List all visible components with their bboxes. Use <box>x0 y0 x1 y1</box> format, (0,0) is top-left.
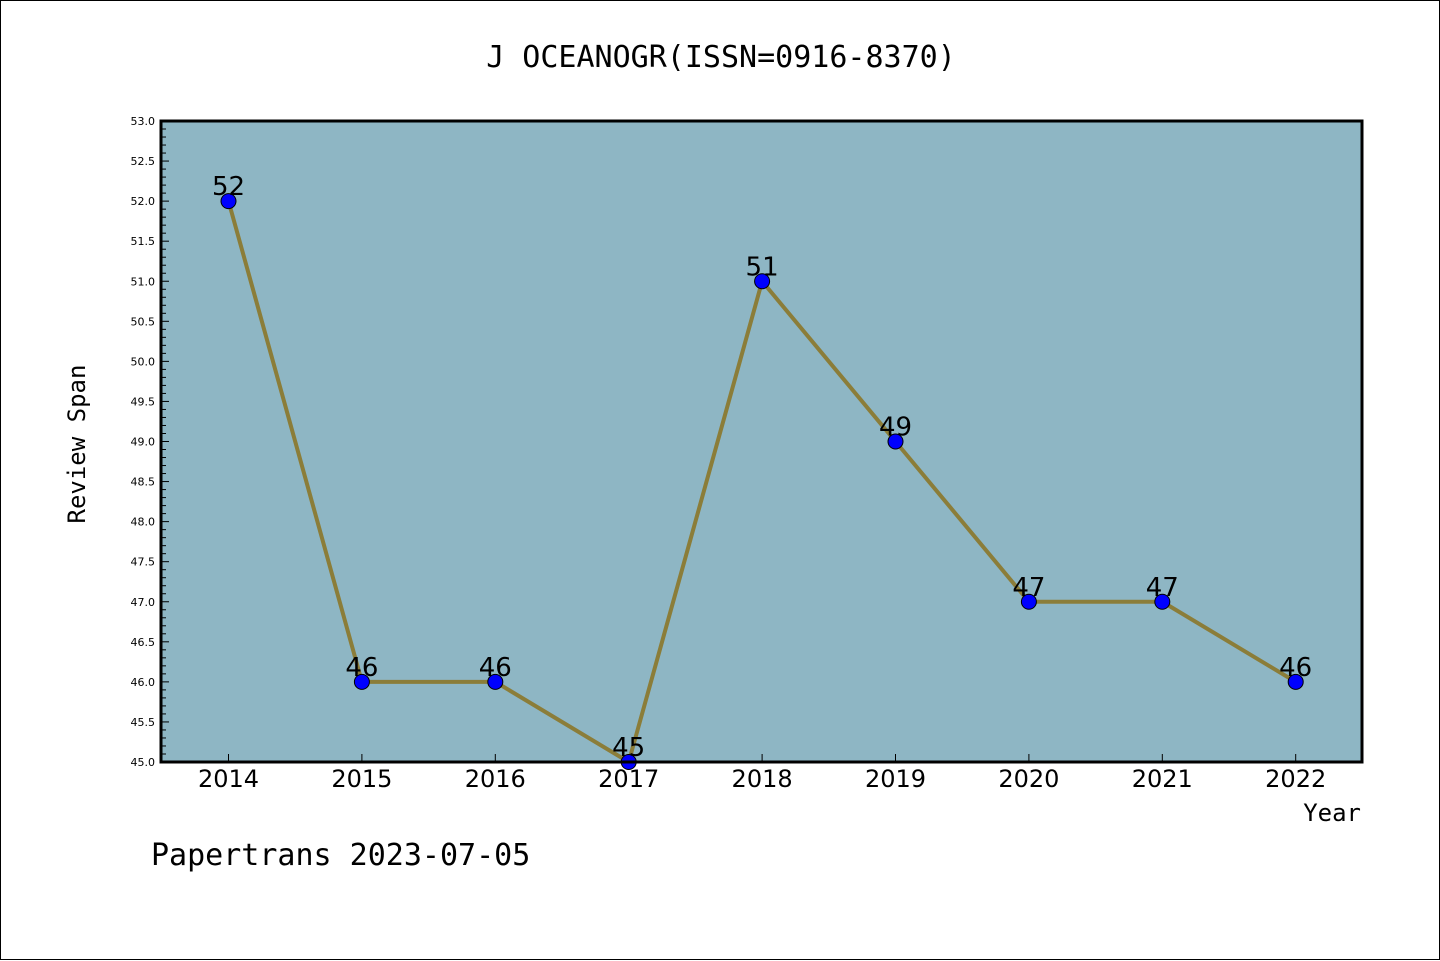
x-tick-label: 2018 <box>732 765 793 793</box>
plot-area <box>161 121 1362 762</box>
data-label: 46 <box>1279 653 1312 683</box>
y-tick-label: 48.0 <box>131 516 156 529</box>
data-label: 51 <box>746 252 779 282</box>
data-label: 49 <box>879 413 912 443</box>
plot-border <box>159 119 1364 764</box>
x-tick-label: 2020 <box>998 765 1059 793</box>
y-tick-label: 52.0 <box>131 195 156 208</box>
y-axis-label: Review Span <box>63 365 91 524</box>
y-tick-label: 52.5 <box>131 155 156 168</box>
y-tick-label: 47.5 <box>131 556 156 569</box>
y-tick-label: 53.0 <box>131 115 156 128</box>
data-label: 52 <box>212 172 245 202</box>
data-point <box>754 273 771 290</box>
y-tick-label: 51.5 <box>131 235 156 248</box>
y-tick-label: 48.5 <box>131 476 156 489</box>
series-layer <box>220 193 1304 770</box>
data-label: 46 <box>345 653 378 683</box>
y-tick-label: 50.0 <box>131 355 156 368</box>
y-tick-label: 46.0 <box>131 676 156 689</box>
y-tick-label: 46.5 <box>131 636 156 649</box>
data-label: 47 <box>1146 573 1179 603</box>
y-axis: 45.0 45.5 46.0 46.5 47.0 47.5 48.0 48.5 49.0 49.5… <box>131 115 169 769</box>
data-point <box>1020 593 1037 610</box>
chart-title: J OCEANOGR(ISSN=0916-8370) <box>486 40 956 75</box>
y-tick-label: 50.5 <box>131 315 156 328</box>
footer-credit: Papertrans 2023-07-05 <box>151 838 530 873</box>
data-labels: 52 46 46 45 51 49 47 47 46 <box>212 172 1312 763</box>
y-tick-label: 45.0 <box>131 756 156 769</box>
x-tick-label: 2022 <box>1265 765 1326 793</box>
data-label: 45 <box>612 733 645 763</box>
data-label: 47 <box>1012 573 1045 603</box>
data-point <box>353 673 370 690</box>
y-tick-label: 47.0 <box>131 596 156 609</box>
y-tick-label: 49.0 <box>131 436 156 449</box>
data-point <box>1287 673 1304 690</box>
data-point <box>220 193 237 210</box>
x-axis-label: Year <box>1303 799 1361 827</box>
x-tick-label: 2019 <box>865 765 926 793</box>
x-tick-label: 2021 <box>1132 765 1193 793</box>
y-tick-label: 51.0 <box>131 275 156 288</box>
data-point <box>487 673 504 690</box>
x-tick-label: 2016 <box>465 765 526 793</box>
x-tick-label: 2015 <box>331 765 392 793</box>
x-tick-label: 2014 <box>198 765 259 793</box>
data-point <box>1154 593 1171 610</box>
data-label: 46 <box>479 653 512 683</box>
y-tick-label: 49.5 <box>131 395 156 408</box>
y-tick-label: 45.5 <box>131 716 156 729</box>
data-point <box>887 433 904 450</box>
